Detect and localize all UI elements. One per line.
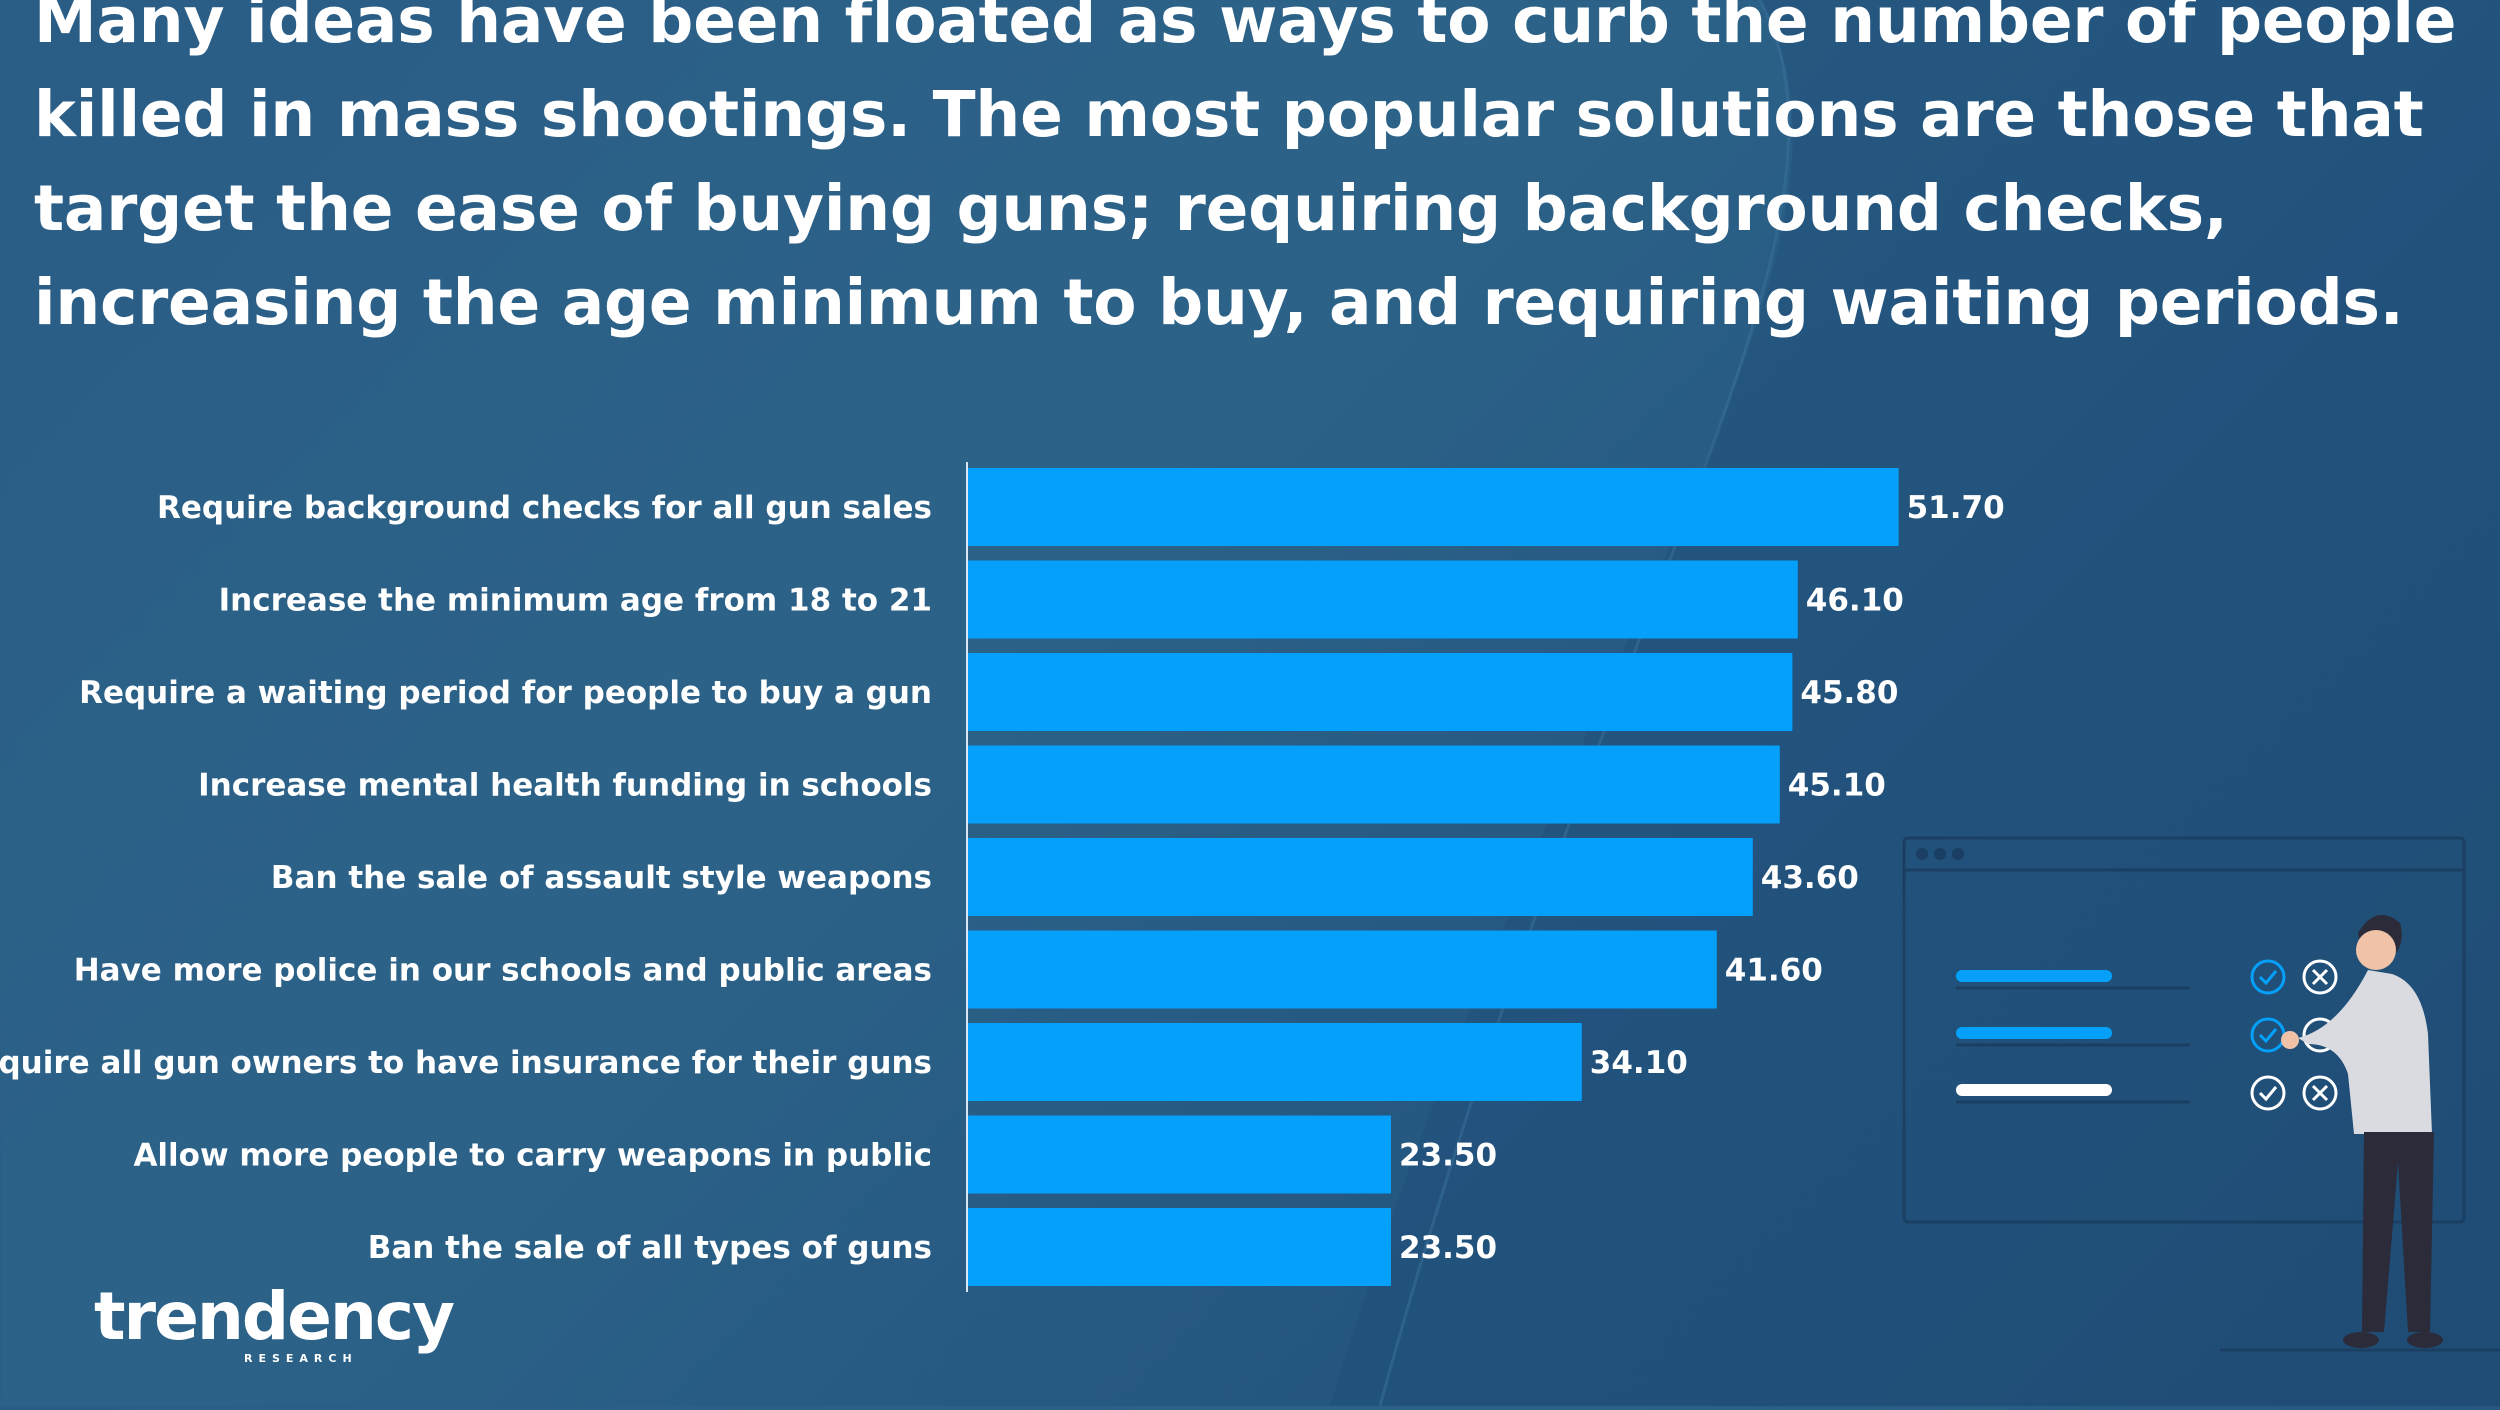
- bar-7: [968, 1023, 1582, 1101]
- category-label: Require background checks for all gun sa…: [157, 490, 932, 526]
- browser-window: [1902, 836, 2466, 1224]
- category-label: Require a waiting period for people to b…: [79, 675, 932, 711]
- category-label: Ban the sale of assault style weapons: [271, 860, 932, 896]
- x-icon: [2302, 1075, 2338, 1111]
- value-label: 45.80: [1800, 675, 1898, 711]
- category-label: Have more police in our schools and publ…: [74, 953, 932, 989]
- check-icon: [2250, 1017, 2286, 1053]
- bar-9: [968, 1208, 1391, 1286]
- value-label: 41.60: [1725, 953, 1823, 989]
- bar-2: [968, 560, 1798, 639]
- page-title: Many ideas have been floated as ways to …: [34, 0, 2457, 339]
- value-label: 43.60: [1761, 860, 1859, 896]
- value-label: 45.10: [1788, 768, 1886, 804]
- bar-6: [968, 930, 1717, 1009]
- x-icon: [2302, 959, 2338, 995]
- person-figure: [2220, 915, 2500, 1352]
- bars-group: Require background checks for all gun sa…: [0, 468, 2005, 1286]
- check-icon: [2250, 1075, 2286, 1111]
- value-label: 46.10: [1806, 583, 1904, 619]
- value-label: 34.10: [1590, 1045, 1688, 1081]
- bar-3: [968, 653, 1793, 731]
- logo-subtitle: RESEARCH: [244, 1352, 358, 1365]
- bar-8: [968, 1115, 1391, 1194]
- bar-5: [968, 838, 1753, 916]
- category-label: Ban the sale of all types of guns: [368, 1230, 932, 1266]
- category-label: Allow more people to carry weapons in pu…: [133, 1138, 932, 1174]
- category-label: Require all gun owners to have insurance…: [0, 1045, 932, 1081]
- bar-4: [968, 745, 1780, 824]
- value-label: 51.70: [1907, 490, 2005, 526]
- trendency-logo: trendency RESEARCH: [94, 1278, 455, 1366]
- survey-illustration: [1880, 820, 2500, 1406]
- value-label: 23.50: [1399, 1138, 1497, 1174]
- logo-wordmark: trendency: [94, 1278, 455, 1355]
- bar-1: [968, 468, 1899, 546]
- value-label: 23.50: [1399, 1230, 1497, 1266]
- check-icon: [2250, 959, 2286, 995]
- category-label: Increase mental health funding in school…: [198, 768, 932, 804]
- category-label: Increase the minimum age from 18 to 21: [219, 583, 932, 619]
